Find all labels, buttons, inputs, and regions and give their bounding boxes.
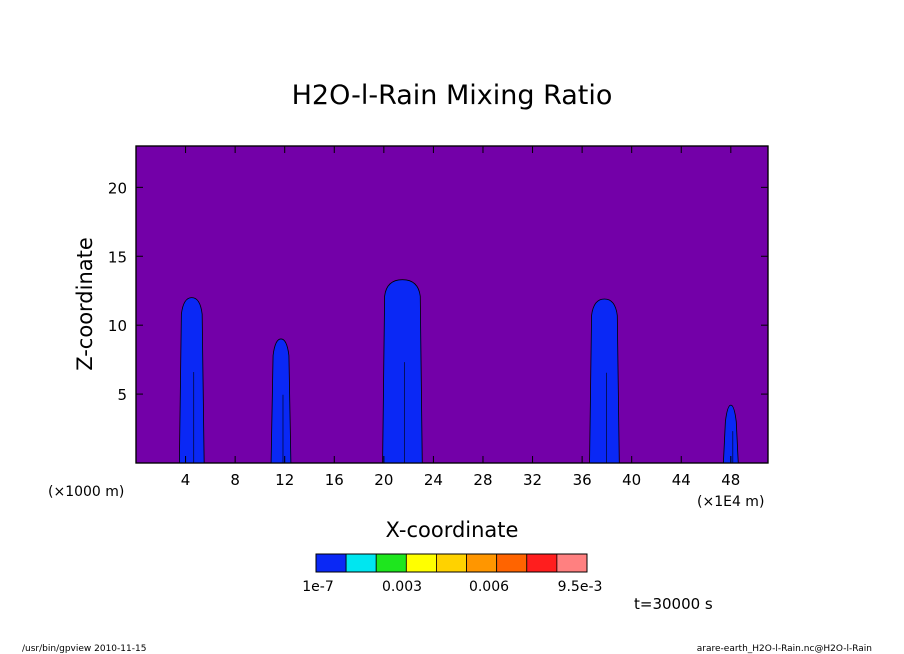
rain-cell [178, 297, 205, 464]
x-tick-label: 20 [374, 471, 393, 489]
x-unit-left: (×1000 m) [48, 484, 124, 500]
y-tick-label: 5 [117, 386, 127, 404]
x-tick-label: 16 [325, 471, 344, 489]
colorbar-labels: 1e-7 0.003 0.006 9.5e-3 [302, 579, 602, 595]
x-tick-label: 32 [523, 471, 542, 489]
y-tick-label: 15 [108, 248, 127, 266]
x-tick-label: 48 [721, 471, 740, 489]
x-tick-label: 40 [622, 471, 641, 489]
x-unit-right: (×1E4 m) [697, 494, 764, 510]
rain-cell [270, 338, 292, 464]
plot-area [135, 145, 769, 464]
x-axis-label: X-coordinate [386, 518, 519, 542]
x-tick-label: 36 [573, 471, 592, 489]
y-axis-ticks: 5 10 15 20 [108, 179, 768, 404]
x-tick-label: 4 [181, 471, 191, 489]
colorbar-label: 9.5e-3 [558, 579, 603, 595]
x-axis-ticks: 4 8 12 16 20 24 28 32 36 40 44 48 [181, 146, 740, 489]
colorbar-swatch [375, 553, 407, 573]
colorbar-swatch [466, 553, 498, 573]
time-label: t=30000 s [634, 595, 713, 613]
colorbar-swatch [405, 553, 437, 573]
colorbar [315, 553, 588, 573]
plot-frame [135, 145, 769, 464]
x-tick-label: 44 [672, 471, 691, 489]
colorbar-swatch [315, 553, 347, 573]
colorbar-frame [315, 553, 588, 573]
x-tick-label: 24 [424, 471, 443, 489]
y-axis-label: Z-coordinate [73, 237, 97, 371]
y-tick-label: 20 [108, 179, 127, 197]
colorbar-swatch [496, 553, 528, 573]
x-tick-label: 12 [275, 471, 294, 489]
y-tick-label: 10 [108, 317, 127, 335]
colorbar-swatch [556, 553, 588, 573]
colorbar-label: 0.003 [382, 579, 422, 595]
chart-title: H2O-l-Rain Mixing Ratio [292, 80, 613, 111]
colorbar-swatch [526, 553, 558, 573]
footer-right: arare-earth_H2O-l-Rain.nc@H2O-l-Rain [697, 644, 872, 654]
rain-cells [178, 279, 739, 464]
rain-cell [722, 404, 739, 464]
rain-cell [589, 298, 620, 464]
rain-cell [382, 279, 423, 464]
footer-left: /usr/bin/gpview 2010-11-15 [22, 644, 146, 654]
colorbar-swatch [345, 553, 377, 573]
x-tick-label: 8 [230, 471, 240, 489]
colorbar-label: 0.006 [469, 579, 509, 595]
colorbar-swatch [436, 553, 467, 573]
x-tick-label: 28 [473, 471, 492, 489]
colorbar-label: 1e-7 [302, 579, 333, 595]
